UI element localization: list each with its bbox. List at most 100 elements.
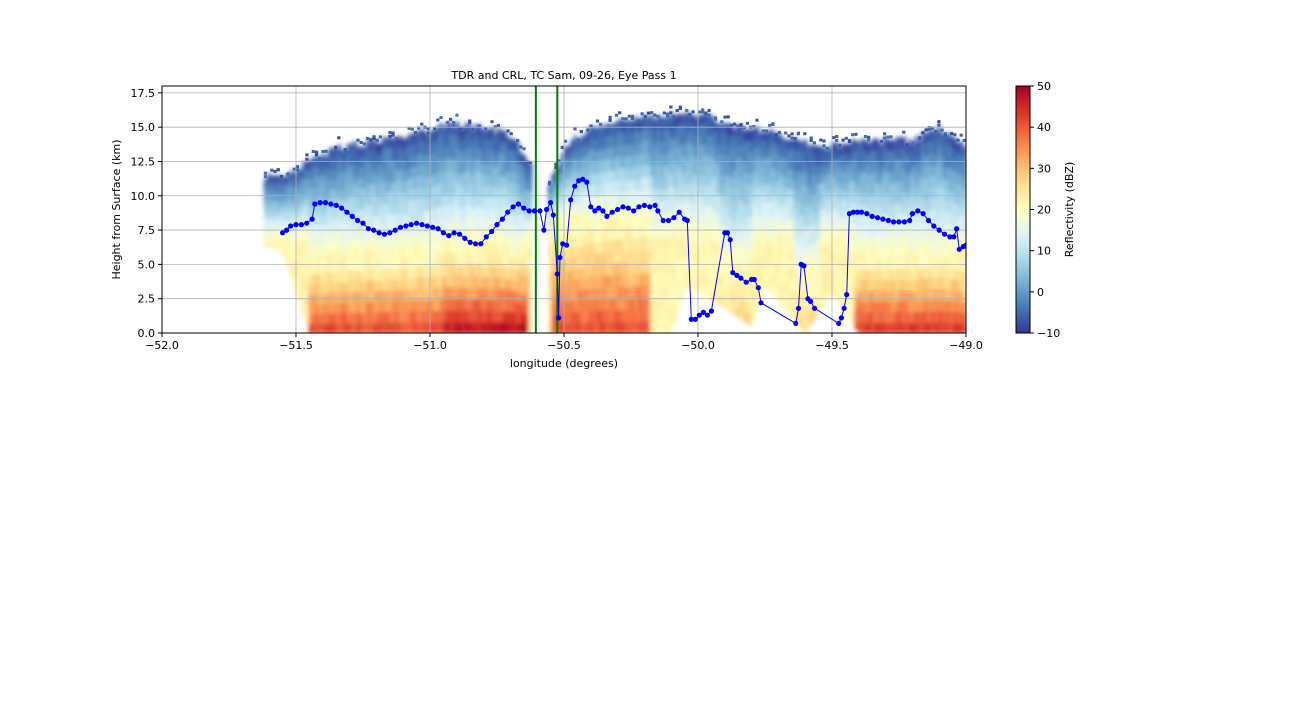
reflectivity-cell (809, 184, 814, 196)
reflectivity-cell (883, 147, 887, 160)
reflectivity-cell (787, 217, 792, 228)
reflectivity-cell (557, 182, 562, 193)
reflectivity-cell (318, 245, 323, 256)
reflectivity-cell (378, 196, 383, 208)
reflectivity-cell (621, 132, 626, 145)
reflectivity-cell (487, 174, 492, 187)
reflectivity-cell (298, 192, 303, 201)
reflectivity-cell (704, 275, 709, 287)
crl-point (696, 312, 702, 318)
reflectivity-cell (953, 246, 958, 258)
reflectivity-speckle (771, 122, 775, 126)
reflectivity-cell (595, 139, 600, 152)
reflectivity-cell (490, 172, 495, 185)
reflectivity-cell (688, 171, 693, 183)
reflectivity-cell (350, 217, 354, 229)
reflectivity-cell (292, 273, 297, 281)
reflectivity-cell (930, 163, 935, 176)
reflectivity-cell (914, 322, 919, 333)
reflectivity-cell (790, 208, 795, 220)
reflectivity-cell (439, 263, 444, 276)
reflectivity-cell (503, 130, 508, 143)
reflectivity-cell (547, 258, 552, 268)
reflectivity-speckle (691, 110, 695, 114)
reflectivity-cell (685, 227, 690, 239)
reflectivity-cell (739, 200, 744, 212)
reflectivity-cell (943, 223, 948, 235)
reflectivity-cell (391, 138, 396, 151)
reflectivity-cell (516, 301, 520, 313)
reflectivity-cell (726, 289, 731, 301)
reflectivity-cell (803, 139, 808, 151)
reflectivity-cell (793, 189, 798, 201)
reflectivity-cell (592, 275, 597, 288)
reflectivity-cell (286, 179, 291, 185)
reflectivity-cell (474, 251, 479, 265)
crl-point (584, 179, 590, 185)
reflectivity-cell (528, 276, 533, 287)
reflectivity-cell (879, 249, 884, 261)
reflectivity-cell (812, 222, 817, 233)
reflectivity-cell (404, 181, 409, 194)
reflectivity-cell (305, 288, 310, 299)
reflectivity-cell (276, 204, 281, 210)
reflectivity-cell (369, 237, 374, 249)
reflectivity-cell (385, 322, 390, 333)
reflectivity-cell (586, 197, 591, 210)
reflectivity-cell (449, 227, 453, 240)
reflectivity-cell (308, 198, 313, 209)
reflectivity-speckle (477, 124, 481, 128)
reflectivity-cell (426, 211, 431, 223)
reflectivity-cell (784, 234, 789, 245)
reflectivity-cell (404, 149, 409, 161)
reflectivity-cell (934, 176, 939, 189)
reflectivity-cell (528, 295, 533, 306)
reflectivity-cell (292, 198, 297, 206)
reflectivity-cell (279, 225, 284, 231)
reflectivity-cell (573, 157, 578, 170)
x-tick-label: −49.5 (815, 339, 849, 352)
reflectivity-cell (774, 243, 779, 254)
reflectivity-cell (777, 245, 782, 256)
reflectivity-cell (643, 211, 648, 225)
reflectivity-cell (745, 301, 750, 314)
reflectivity-cell (321, 213, 326, 224)
reflectivity-cell (394, 213, 399, 226)
reflectivity-cell (563, 166, 568, 178)
crl-point (652, 202, 658, 208)
reflectivity-cell (567, 260, 571, 272)
reflectivity-cell (493, 199, 498, 212)
reflectivity-cell (305, 279, 310, 290)
reflectivity-speckle (841, 138, 845, 142)
reflectivity-cell (359, 146, 364, 158)
reflectivity-cell (851, 282, 856, 294)
reflectivity-cell (784, 262, 789, 273)
reflectivity-cell (921, 176, 926, 189)
reflectivity-cell (653, 273, 658, 287)
reflectivity-cell (726, 237, 731, 249)
reflectivity-cell (330, 302, 335, 314)
reflectivity-cell (634, 321, 639, 333)
reflectivity-cell (634, 164, 639, 178)
reflectivity-cell (608, 135, 613, 149)
reflectivity-cell (630, 156, 635, 169)
reflectivity-cell (487, 276, 492, 289)
reflectivity-cell (940, 255, 945, 267)
reflectivity-cell (286, 246, 291, 252)
reflectivity-cell (867, 143, 872, 155)
reflectivity-cell (825, 149, 830, 159)
reflectivity-cell (516, 216, 520, 228)
reflectivity-cell (780, 221, 785, 232)
reflectivity-cell (439, 216, 444, 229)
reflectivity-cell (359, 322, 364, 333)
reflectivity-cell (899, 180, 903, 193)
reflectivity-cell (302, 298, 307, 308)
reflectivity-cell (672, 311, 677, 324)
reflectivity-cell (879, 238, 884, 250)
reflectivity-cell (547, 324, 552, 333)
reflectivity-cell (509, 246, 514, 259)
reflectivity-cell (943, 289, 948, 301)
reflectivity-cell (800, 142, 804, 154)
reflectivity-cell (666, 237, 670, 250)
reflectivity-cell (583, 300, 587, 312)
